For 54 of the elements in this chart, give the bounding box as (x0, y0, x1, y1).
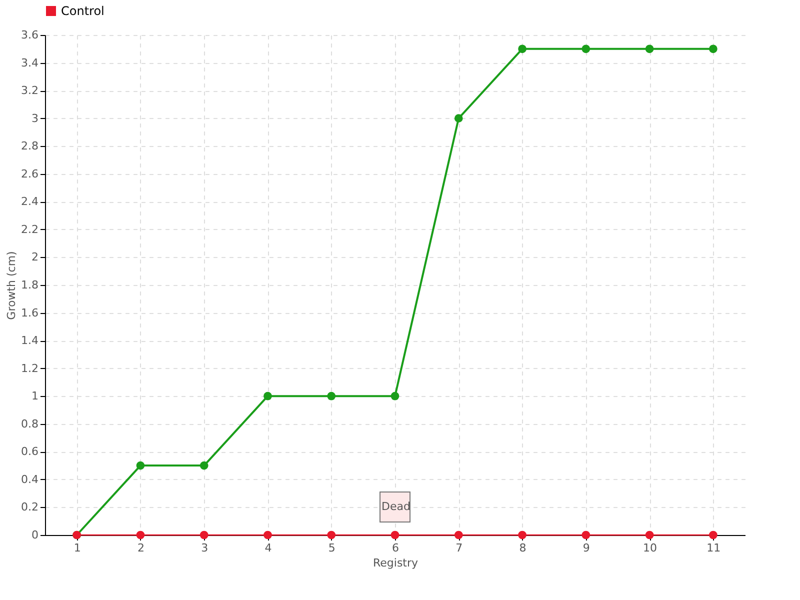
x-tick-label: 4 (264, 542, 272, 554)
x-tick-label: 6 (392, 542, 399, 554)
point (327, 392, 336, 400)
legend-label: Control (61, 4, 104, 18)
y-tick-label: 1.2 (21, 362, 38, 375)
point (200, 461, 208, 470)
y-tick-label: 2 (32, 250, 38, 264)
point (709, 530, 718, 540)
y-tick-label: 3.4 (21, 56, 38, 70)
point (454, 530, 463, 540)
x-tick-label: 10 (643, 542, 658, 554)
point (518, 44, 526, 54)
point (136, 461, 145, 470)
y-tick-label: 1.8 (21, 278, 38, 292)
y-tick-label: 0.8 (21, 417, 38, 430)
y-tick-label: 1.6 (21, 306, 38, 320)
point (264, 530, 272, 540)
annotation: Dead (382, 500, 410, 513)
point (136, 530, 145, 540)
x-axis-title: Registry (372, 556, 419, 570)
y-axis-title: Growth (cm) (5, 251, 18, 320)
x-tick-label: 7 (456, 542, 463, 554)
y-tick-label: 0.6 (21, 445, 38, 458)
y-tick-label: 3.6 (21, 28, 38, 42)
point (582, 530, 590, 540)
x-tick-label: 3 (201, 542, 208, 554)
point (645, 530, 654, 540)
point (390, 392, 400, 400)
y-tick-label: 2.4 (21, 195, 38, 208)
point (264, 392, 272, 400)
x-tick-label: 5 (328, 542, 336, 554)
x-tick-label: 2 (137, 542, 144, 554)
point (645, 44, 654, 54)
x-tick-label: 11 (706, 542, 721, 554)
x-tick-label: 1 (74, 542, 81, 554)
x-tick-label: 8 (519, 542, 526, 554)
point (454, 114, 463, 123)
point (582, 44, 590, 54)
point (518, 530, 526, 540)
point (200, 530, 208, 540)
y-tick-label: 0.2 (21, 500, 38, 514)
y-tick-label: 0.4 (21, 472, 38, 486)
point (390, 530, 400, 540)
x-tick-label: 9 (582, 542, 590, 554)
y-tick-label: 2.2 (21, 222, 38, 236)
y-tick-label: 3 (32, 112, 38, 125)
point (709, 44, 718, 54)
y-tick-label: 0 (32, 528, 38, 542)
y-tick-label: 2.8 (21, 140, 38, 153)
y-tick-label: 2.6 (21, 167, 38, 180)
y-tick-label: 1 (32, 390, 38, 403)
y-tick-label: 3.2 (21, 84, 38, 98)
y-tick-label: 1.4 (21, 334, 38, 348)
point (327, 530, 336, 540)
